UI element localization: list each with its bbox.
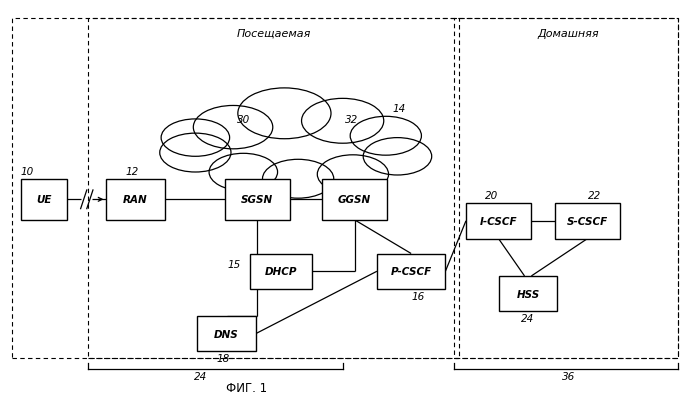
Text: 32: 32 [345, 115, 358, 125]
FancyBboxPatch shape [555, 204, 620, 239]
Circle shape [161, 119, 229, 157]
Text: 24: 24 [194, 371, 207, 381]
Circle shape [194, 106, 273, 150]
Text: 10: 10 [20, 167, 34, 177]
Text: 12: 12 [125, 167, 138, 177]
Circle shape [363, 138, 432, 176]
Text: P-CSCF: P-CSCF [391, 267, 432, 277]
Text: 30: 30 [237, 115, 250, 125]
Text: RAN: RAN [123, 195, 147, 205]
Text: Домашняя: Домашняя [538, 29, 600, 39]
FancyBboxPatch shape [322, 179, 387, 220]
Text: DHCP: DHCP [265, 267, 297, 277]
Text: 18: 18 [217, 353, 230, 363]
Text: 22: 22 [588, 191, 601, 201]
Text: 36: 36 [562, 371, 575, 381]
Circle shape [263, 160, 333, 198]
Text: HSS: HSS [517, 289, 540, 299]
Text: DNS: DNS [214, 329, 239, 339]
Circle shape [317, 156, 389, 194]
Text: ФИГ. 1: ФИГ. 1 [226, 381, 267, 394]
Circle shape [350, 117, 421, 156]
FancyBboxPatch shape [197, 316, 256, 352]
FancyBboxPatch shape [499, 276, 557, 312]
FancyBboxPatch shape [250, 254, 312, 289]
Circle shape [160, 134, 231, 172]
FancyBboxPatch shape [106, 179, 164, 220]
Text: UE: UE [36, 195, 52, 205]
Text: I-CSCF: I-CSCF [480, 216, 517, 226]
Text: SGSN: SGSN [241, 195, 273, 205]
Text: 15: 15 [228, 259, 241, 269]
Text: S-CSCF: S-CSCF [567, 216, 608, 226]
Circle shape [301, 99, 384, 144]
Circle shape [209, 154, 278, 191]
FancyBboxPatch shape [21, 179, 67, 220]
FancyBboxPatch shape [466, 204, 531, 239]
Circle shape [238, 89, 331, 140]
Text: Посещаемая: Посещаемая [237, 29, 311, 39]
Text: 20: 20 [485, 191, 498, 201]
Text: 24: 24 [521, 313, 535, 323]
Text: 14: 14 [392, 103, 405, 113]
Text: 16: 16 [412, 291, 424, 301]
Text: GGSN: GGSN [338, 195, 371, 205]
FancyBboxPatch shape [225, 179, 290, 220]
FancyBboxPatch shape [377, 254, 445, 289]
